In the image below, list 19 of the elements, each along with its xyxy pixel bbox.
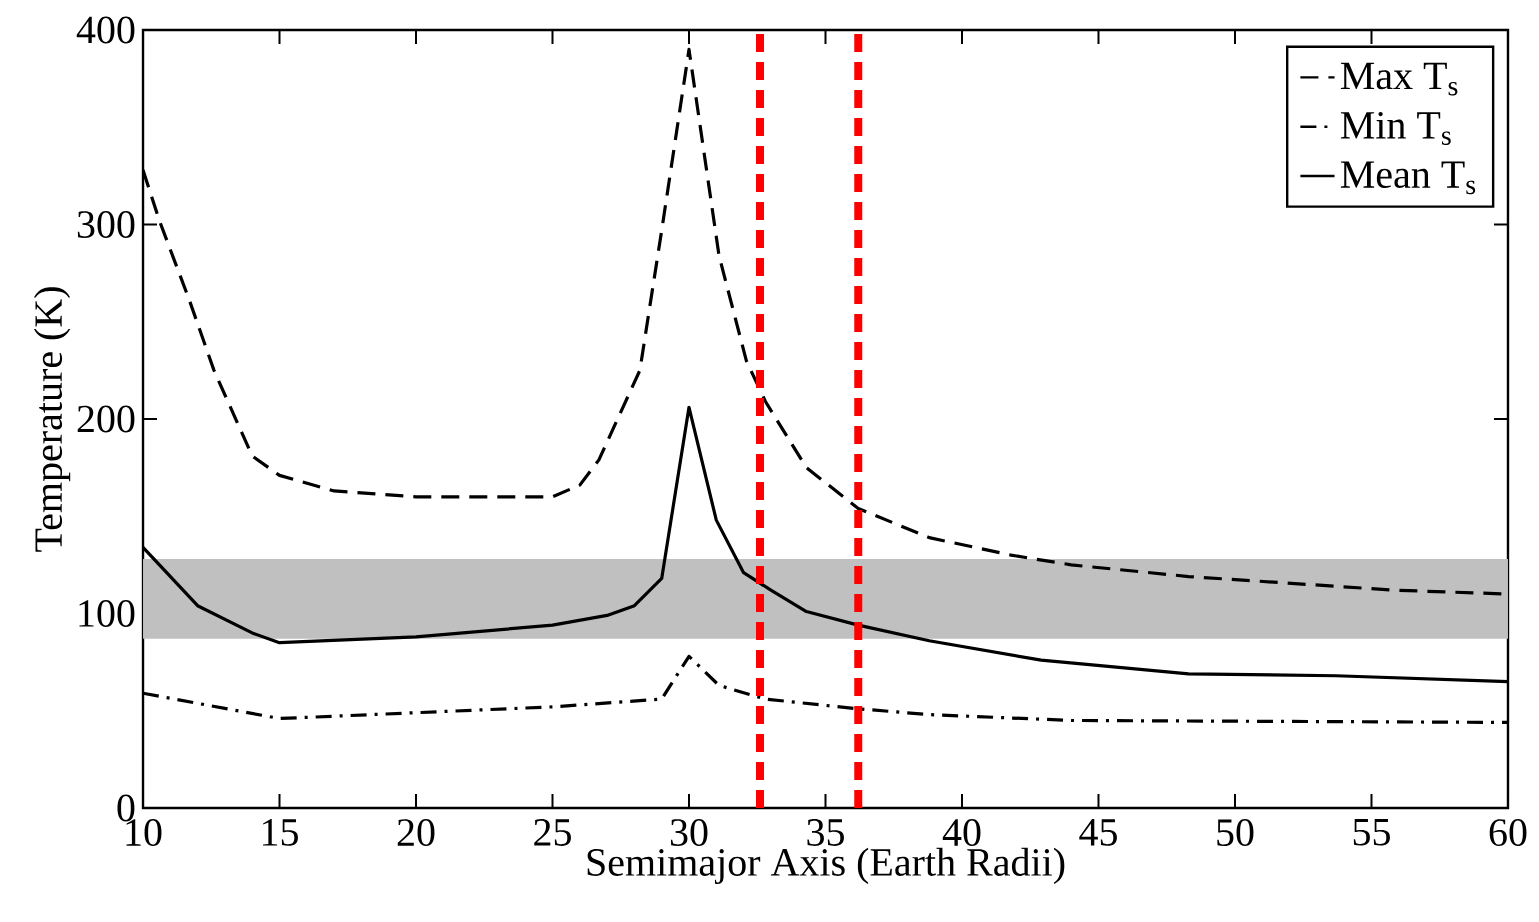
y-tick-label: 400 [76, 16, 135, 44]
legend-label: Max T$_{s}$ [1340, 62, 1458, 96]
x-tick-label: 45 [1079, 819, 1117, 846]
y-tick-label: 200 [77, 405, 135, 433]
x-axis-title: Semimajor Axis (Earth Radii) [587, 847, 1065, 885]
x-tick-label: 50 [1217, 819, 1254, 847]
y-tick-label: 100 [79, 600, 135, 627]
x-tick-label: 15 [263, 819, 298, 846]
x-tick-label: 20 [397, 819, 435, 847]
x-tick-label: 60 [1489, 819, 1527, 847]
x-tick-label: 35 [807, 819, 844, 846]
y-axis-title: Temperature (K) [33, 287, 71, 552]
legend-label: Mean T$_{s}$ [1340, 161, 1476, 195]
x-tick-label: 40 [942, 819, 981, 847]
legend-label: Min T$_{s}$ [1340, 111, 1451, 145]
x-tick-label: 55 [1353, 819, 1390, 846]
x-tick-label: 25 [534, 819, 571, 846]
y-tick-label: 300 [77, 211, 135, 238]
x-tick-label: 30 [670, 819, 708, 847]
